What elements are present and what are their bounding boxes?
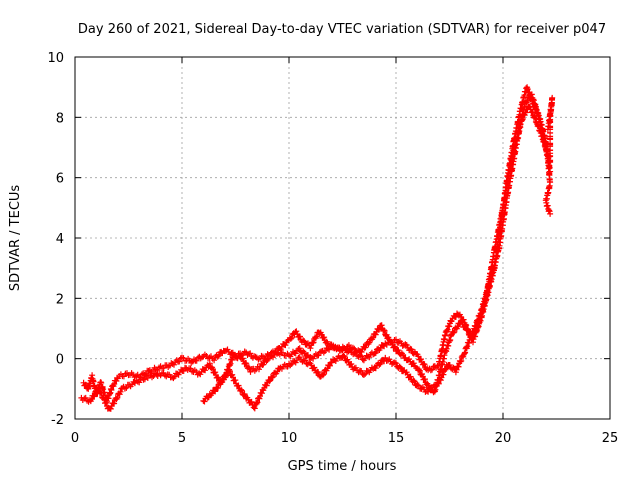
series-track-c xyxy=(200,94,556,405)
x-axis-label: GPS time / hours xyxy=(288,459,397,474)
x-tick-label: 5 xyxy=(178,431,186,446)
y-tick-label: 4 xyxy=(56,232,64,247)
y-tick-label: 6 xyxy=(56,172,64,187)
y-tick-label: 8 xyxy=(56,111,64,126)
chart-title: Day 260 of 2021, Sidereal Day-to-day VTE… xyxy=(78,22,606,37)
y-axis-label: SDTVAR / TECUs xyxy=(8,185,23,292)
y-tick-label: 0 xyxy=(56,353,64,368)
y-tick-label: 10 xyxy=(47,51,64,66)
axis-ticks: 0 5 10 15 20 25 -2 0 2 4 6 8 10 xyxy=(47,51,618,446)
x-tick-label: 0 xyxy=(71,431,79,446)
x-tick-label: 10 xyxy=(281,431,298,446)
x-tick-label: 25 xyxy=(602,431,619,446)
y-tick-label: -2 xyxy=(51,413,64,428)
data-series xyxy=(78,84,556,412)
x-tick-label: 20 xyxy=(495,431,512,446)
y-tick-label: 2 xyxy=(56,292,64,307)
x-tick-label: 15 xyxy=(388,431,405,446)
plus-markers xyxy=(200,94,556,405)
